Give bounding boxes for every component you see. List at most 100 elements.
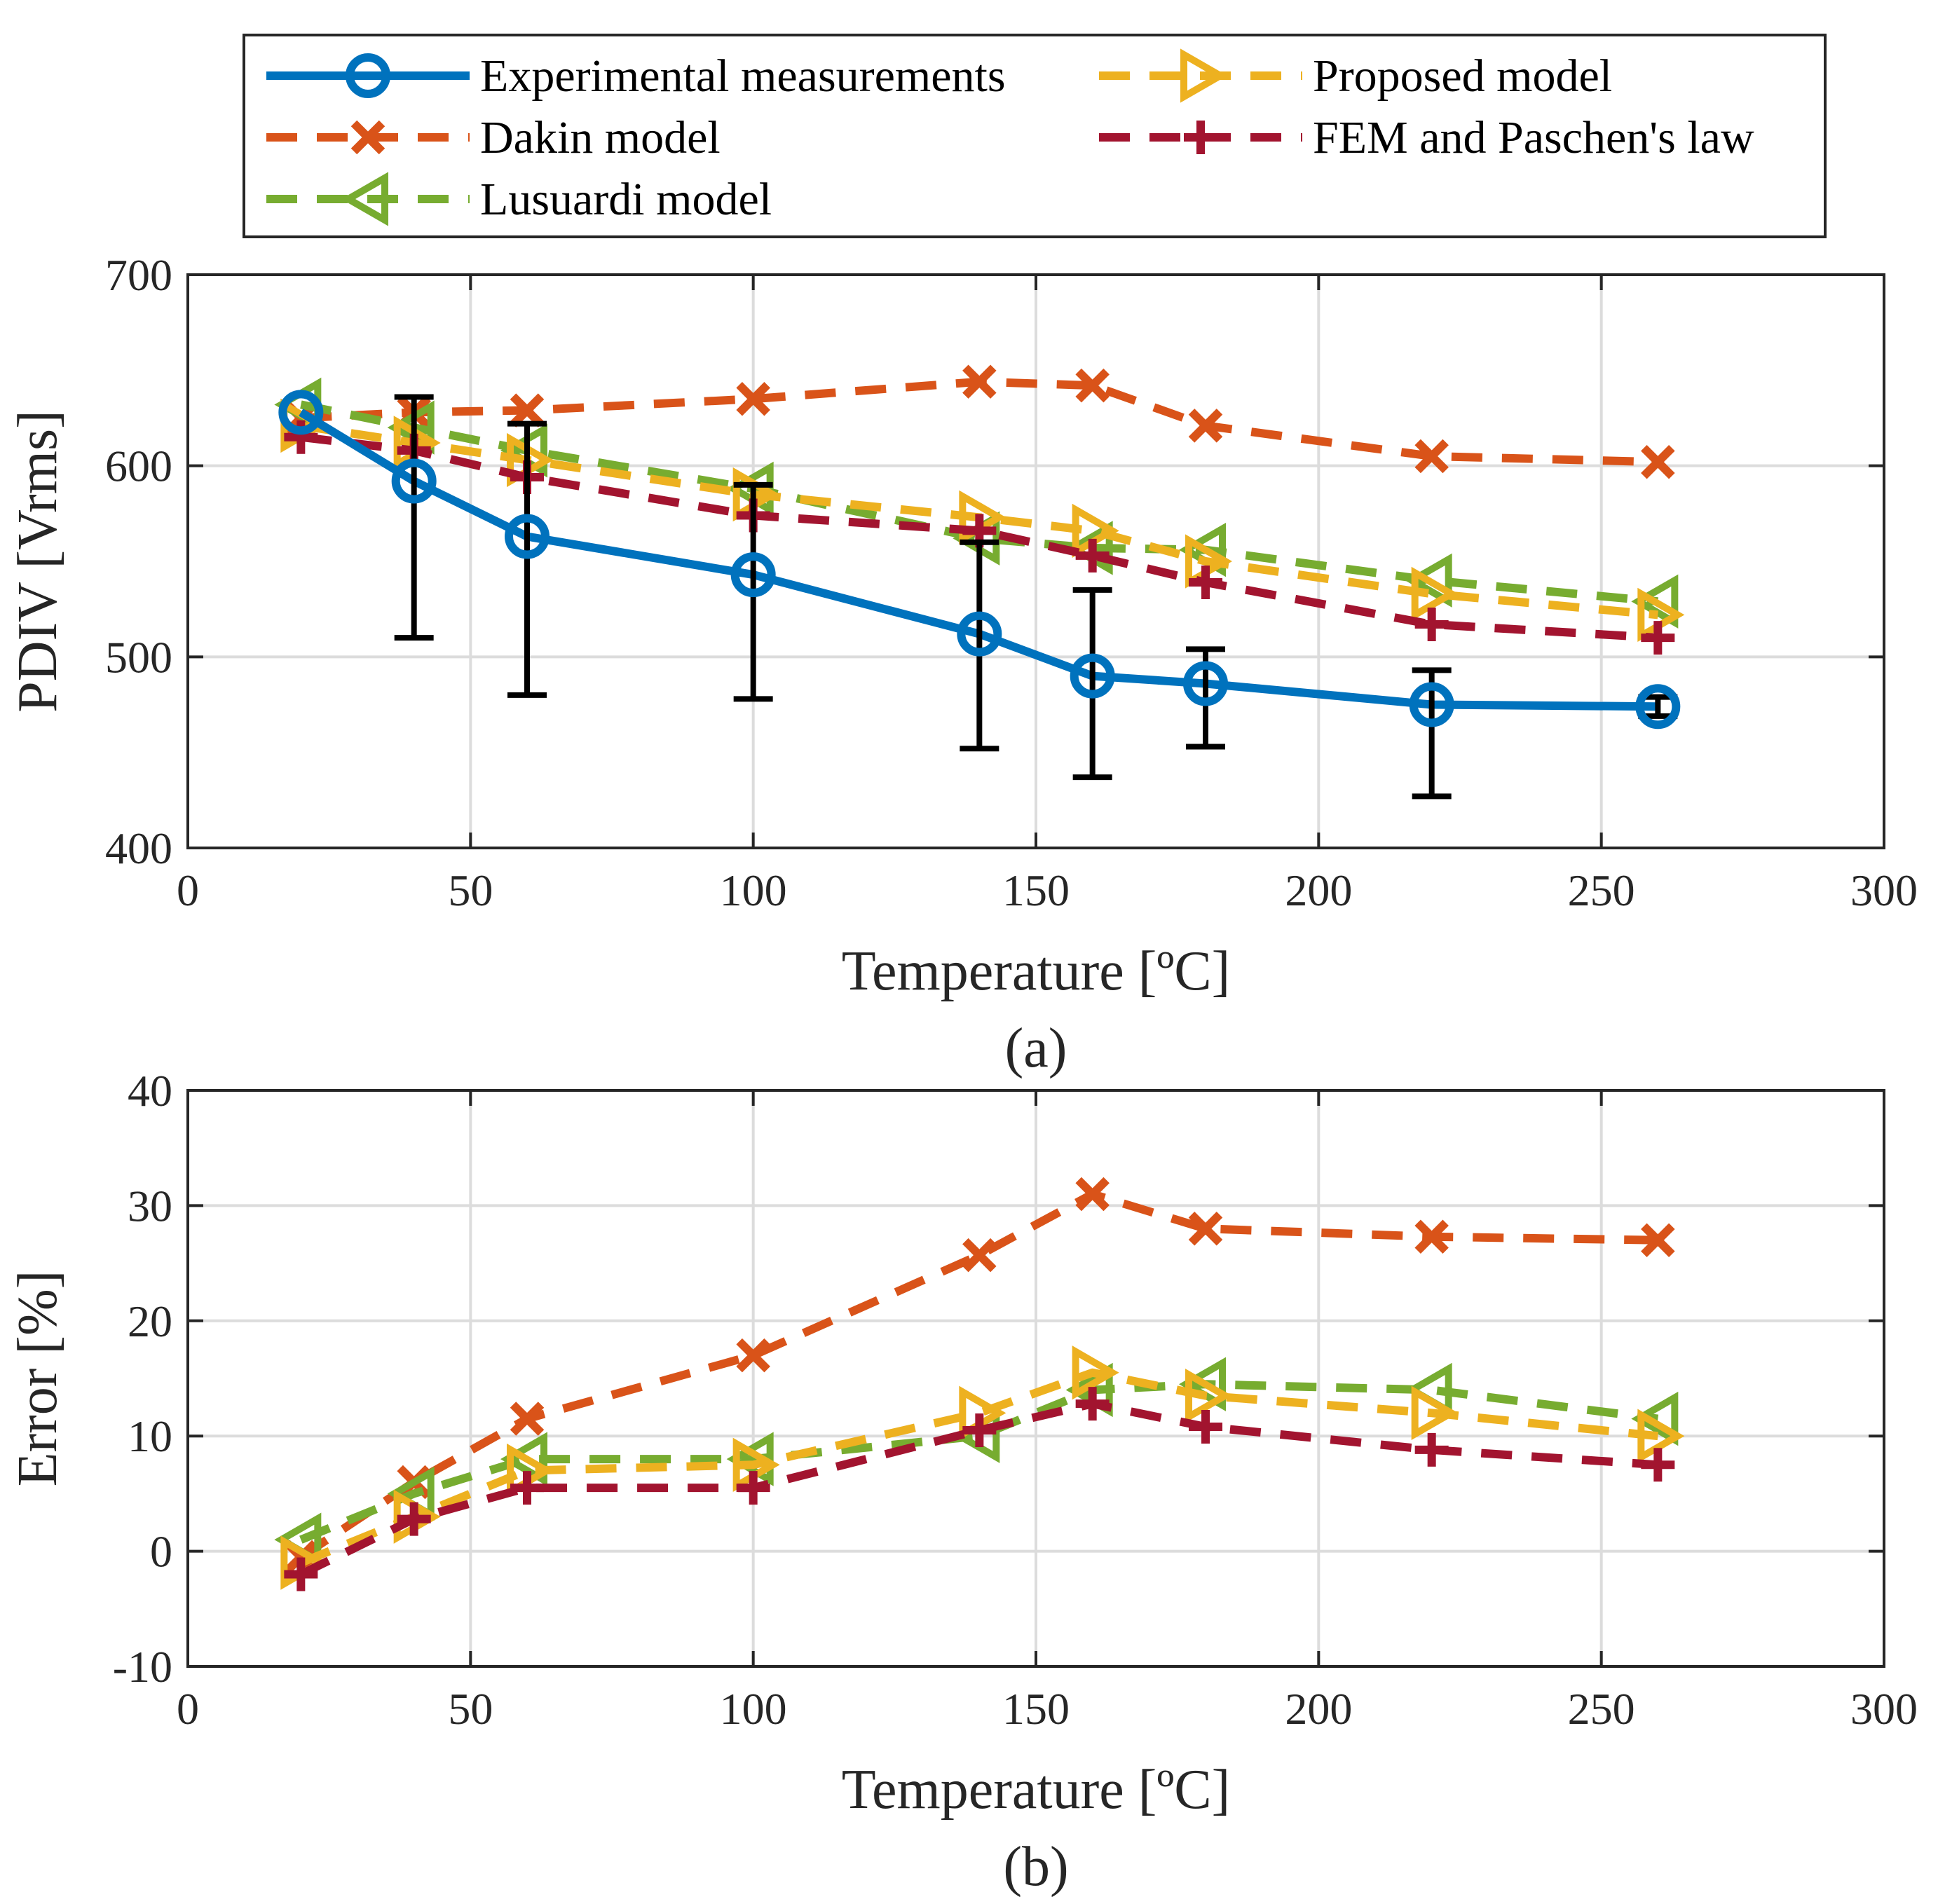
data-point-a-experimental-measurements-100 [730, 552, 776, 598]
data-point-a-dakin-model-160 [1075, 368, 1110, 403]
data-point-b-dakin-model-260 [1641, 1223, 1675, 1257]
legend: Experimental measurements Dakin model Lusu… [243, 34, 1827, 238]
legend-item-dakin-model: Dakin model [266, 112, 721, 163]
panel-caption-a: (a) [1005, 1018, 1067, 1079]
x-axis-label-a: Temperature [ºC] [842, 940, 1231, 1002]
series-a-experimental-measurements [278, 390, 1681, 800]
error-bar-a-160 [1072, 587, 1112, 781]
data-point-a-experimental-measurements-160 [1070, 653, 1115, 699]
data-point-a-experimental-measurements-220 [1409, 682, 1454, 727]
data-point-b-fem-and-paschen-s-law-20 [284, 1557, 318, 1591]
data-point-a-dakin-model-180 [1188, 409, 1223, 443]
x-tick-label-b-300: 300 [1850, 1684, 1918, 1734]
data-point-a-experimental-measurements-180 [1183, 661, 1228, 706]
legend-box [243, 34, 1827, 238]
x-tick-label-b-100: 100 [720, 1684, 787, 1734]
data-point-a-dakin-model-220 [1414, 439, 1449, 474]
y-tick-label-b--10: -10 [113, 1642, 172, 1692]
x-tick-label-a-0: 0 [177, 865, 199, 915]
legend-label-proposed-model: Proposed model [1313, 50, 1612, 102]
error-bar-a-40 [394, 394, 434, 641]
data-point-b-dakin-model-100 [736, 1338, 770, 1373]
data-point-b-fem-and-paschen-s-law-100 [736, 1471, 770, 1505]
error-bar-a-140 [960, 539, 999, 752]
series-b-fem-and-paschen-s-law [284, 1387, 1675, 1591]
x-tick-label-b-50: 50 [448, 1684, 493, 1734]
data-point-b-fem-and-paschen-s-law-260 [1641, 1448, 1675, 1482]
data-point-a-lusuardi-model-220 [1405, 553, 1452, 608]
y-axis-label-b: Error [%] [7, 1271, 69, 1487]
data-point-b-lusuardi-model-100 [726, 1432, 774, 1486]
series-line-b-fem-and-paschen-s-law [299, 1399, 1658, 1578]
legend-label-lusuardi-model: Lusuardi model [480, 174, 772, 225]
data-point-b-proposed-model-160 [1072, 1345, 1119, 1400]
legend-label-experimental-measurements: Experimental measurements [480, 50, 1006, 102]
x-tick-label-a-50: 50 [448, 865, 493, 915]
data-point-b-lusuardi-model-260 [1631, 1391, 1679, 1446]
data-point-b-lusuardi-model-60 [500, 1432, 547, 1486]
data-point-a-fem-and-paschen-s-law-160 [1075, 538, 1110, 573]
x-tick-label-a-200: 200 [1285, 865, 1352, 915]
data-point-b-fem-and-paschen-s-law-40 [397, 1502, 431, 1536]
data-point-b-proposed-model-260 [1637, 1409, 1685, 1463]
data-point-b-dakin-model-160 [1075, 1177, 1110, 1212]
legend-marker-fem-and-paschen-s-law [1184, 121, 1217, 154]
data-point-a-fem-and-paschen-s-law-180 [1189, 565, 1222, 599]
x-tick-label-a-100: 100 [720, 865, 787, 915]
series-line-a-lusuardi-model [300, 400, 1658, 606]
data-point-a-experimental-measurements-140 [957, 611, 1002, 657]
data-point-a-fem-and-paschen-s-law-20 [284, 420, 318, 454]
x-tick-label-b-150: 150 [1002, 1684, 1070, 1734]
y-axis-label-a: PDIV [Vrms] [7, 410, 69, 712]
series-line-b-lusuardi-model [299, 1380, 1659, 1544]
y-tick-label-b-10: 10 [128, 1411, 172, 1461]
y-tick-label-b-40: 40 [128, 1066, 172, 1116]
legend-marker-dakin-model [350, 120, 385, 155]
panel-a: 0 50 100 150 200 250 300 400 500 600 700 Temperatu… [7, 250, 1918, 1079]
data-point-b-dakin-model-60 [510, 1402, 545, 1436]
data-point-a-proposed-model-220 [1411, 566, 1459, 622]
y-tick-label-a-600: 600 [105, 441, 172, 491]
series-line-b-proposed-model [299, 1368, 1658, 1567]
data-point-b-fem-and-paschen-s-law-180 [1189, 1410, 1222, 1444]
data-point-a-dakin-model-60 [510, 393, 545, 427]
x-axis-label-b: Temperature [ºC] [842, 1759, 1231, 1821]
legend-marker-proposed-model [1180, 48, 1228, 103]
data-point-b-proposed-model-220 [1411, 1385, 1459, 1440]
panel-caption-b: (b) [1003, 1836, 1068, 1898]
x-tick-label-b-0: 0 [177, 1684, 199, 1734]
data-point-a-experimental-measurements-60 [505, 514, 550, 559]
data-point-b-fem-and-paschen-s-law-60 [510, 1471, 544, 1505]
x-tick-label-a-150: 150 [1002, 865, 1070, 915]
data-point-a-dakin-model-260 [1641, 444, 1675, 479]
data-point-b-fem-and-paschen-s-law-140 [962, 1413, 997, 1447]
data-point-b-dakin-model-140 [962, 1238, 997, 1273]
data-point-a-fem-and-paschen-s-law-220 [1414, 607, 1449, 641]
x-tick-label-b-200: 200 [1285, 1684, 1352, 1734]
data-point-a-experimental-measurements-20 [278, 390, 324, 435]
x-tick-label-b-250: 250 [1568, 1684, 1635, 1734]
legend-marker-lusuardi-model [341, 172, 388, 226]
y-tick-label-a-500: 500 [105, 632, 172, 682]
y-tick-label-b-30: 30 [128, 1181, 172, 1231]
series-line-b-dakin-model [299, 1189, 1658, 1561]
data-point-a-experimental-measurements-260 [1635, 684, 1681, 730]
error-bar-a-60 [507, 420, 547, 698]
legend-label-dakin-model: Dakin model [480, 112, 721, 163]
legend-item-lusuardi-model: Lusuardi model [266, 172, 772, 226]
data-point-b-proposed-model-180 [1185, 1369, 1233, 1423]
data-point-a-experimental-measurements-40 [391, 458, 437, 504]
legend-item-fem-and-paschen-s-law: FEM and Paschen's law [1099, 112, 1754, 163]
error-bar-a-220 [1412, 667, 1452, 800]
series-b-dakin-model [284, 1177, 1675, 1575]
y-tick-label-a-700: 700 [105, 250, 172, 300]
x-tick-label-a-250: 250 [1568, 865, 1635, 915]
series-b-lusuardi-model [274, 1357, 1679, 1567]
data-point-b-dakin-model-180 [1188, 1212, 1223, 1246]
data-point-a-fem-and-paschen-s-law-260 [1641, 621, 1675, 655]
legend-label-fem-and-paschen-s-law: FEM and Paschen's law [1313, 112, 1754, 163]
data-point-b-dakin-model-220 [1414, 1219, 1449, 1254]
data-point-a-dakin-model-140 [962, 364, 997, 399]
